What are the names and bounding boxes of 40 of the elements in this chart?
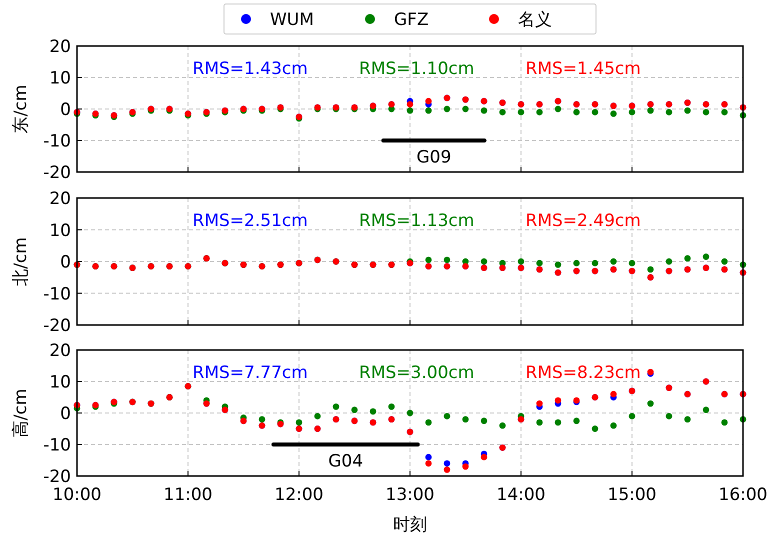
x-tick-label: 10:00 (52, 485, 102, 505)
x-tick-label: 12:00 (274, 485, 324, 505)
y-tick-label: 10 (49, 68, 71, 88)
x-tick-label: 15:00 (608, 485, 656, 505)
annotation: RMS=8.23cm (526, 363, 641, 383)
annotation: RMS=2.51cm (192, 211, 308, 231)
y-tick-label: 10 (49, 220, 71, 241)
annotation: G09 (416, 148, 452, 168)
legend-label: WUM (270, 10, 314, 30)
annotation: RMS=1.43cm (192, 59, 308, 79)
y-tick-label: 20 (49, 37, 71, 57)
y-tick-label: -20 (43, 467, 71, 487)
y-tick-label: -20 (43, 163, 71, 183)
x-tick-label: 11:00 (164, 485, 212, 505)
x-tick-label: 14:00 (496, 485, 546, 505)
x-axis-title: 时刻 (393, 515, 427, 535)
y-axis-title: 高/cm (11, 388, 31, 438)
annotation: RMS=3.00cm (359, 363, 474, 383)
y-tick-label: 0 (60, 100, 71, 120)
y-axis-title: 东/cm (11, 84, 31, 134)
annotation: RMS=1.13cm (359, 211, 474, 231)
legend-label: GFZ (394, 10, 429, 30)
y-tick-label: 0 (60, 404, 71, 424)
x-tick-label: 16:00 (718, 485, 768, 505)
y-tick-label: 10 (49, 372, 71, 392)
annotation: RMS=1.10cm (359, 59, 474, 79)
y-tick-label: -20 (43, 316, 71, 336)
y-tick-label: 20 (49, 189, 71, 209)
annotation: RMS=7.77cm (192, 363, 308, 383)
annotation: G04 (328, 452, 364, 472)
legend-label: 名义 (518, 10, 552, 30)
y-tick-label: 20 (49, 341, 71, 361)
y-tick-label: 0 (60, 252, 71, 272)
y-tick-label: -10 (43, 284, 71, 304)
y-tick-label: -10 (43, 132, 71, 152)
y-tick-label: -10 (43, 436, 71, 456)
x-tick-label: 13:00 (386, 485, 434, 505)
annotation: RMS=1.45cm (526, 59, 641, 79)
annotation: RMS=2.49cm (526, 211, 641, 231)
y-axis-title: 北/cm (11, 237, 31, 286)
